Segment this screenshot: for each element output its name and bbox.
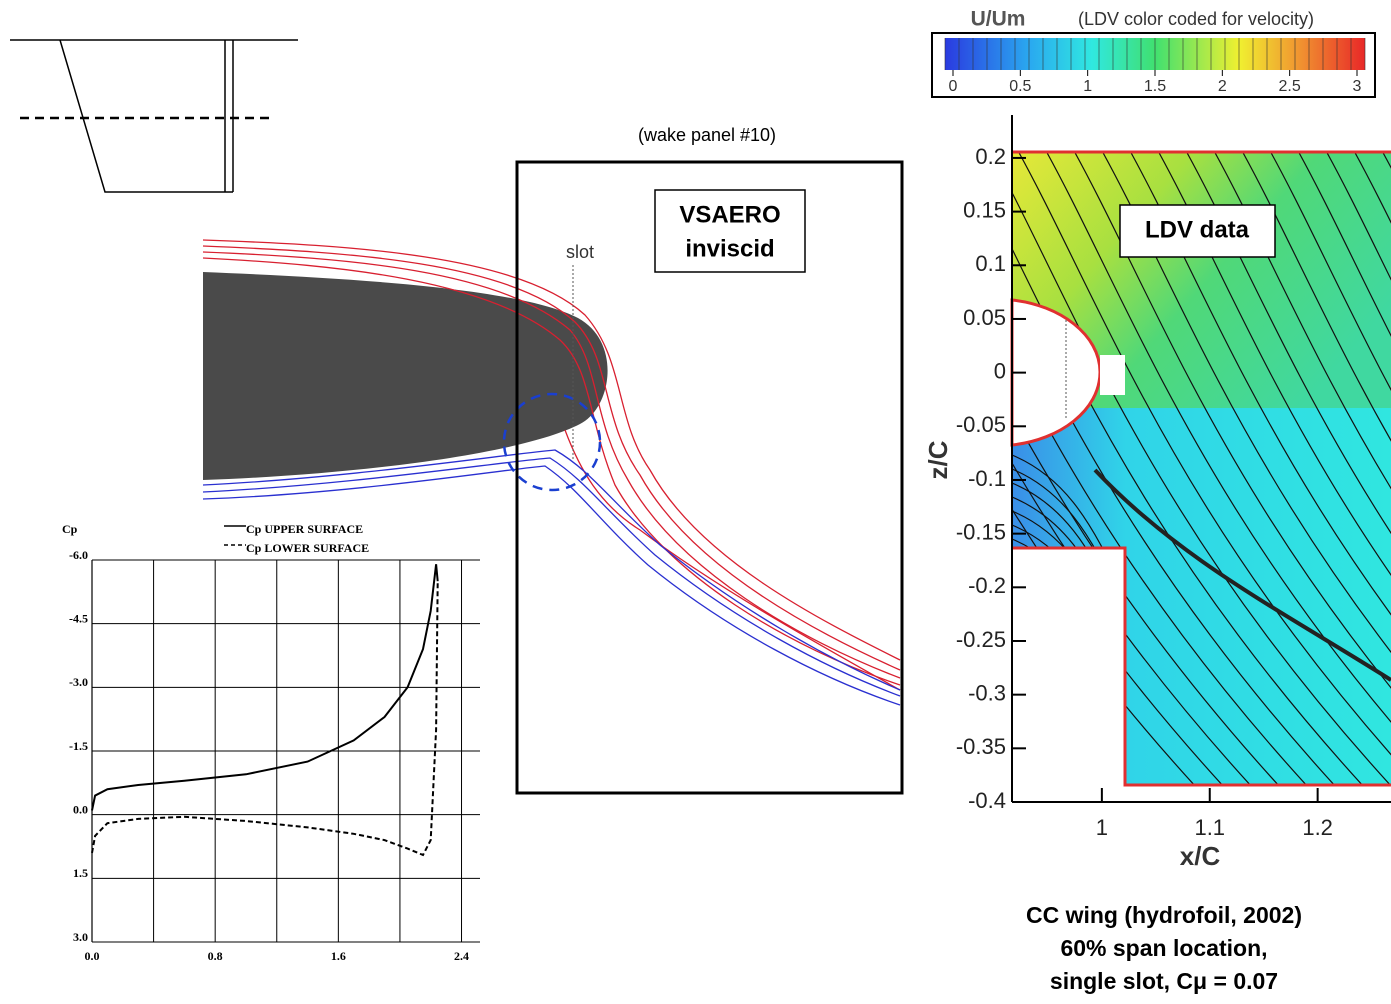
y-tick-label: -1.5 (69, 739, 88, 753)
y-tick-label: -6.0 (69, 548, 88, 562)
x-tick-label: 1.6 (331, 949, 346, 963)
colorbar-tick-label: 2 (1218, 78, 1227, 95)
streamlines-lower (202, 449, 901, 706)
wake-box (515, 160, 904, 795)
y-tick-label: 0.05 (963, 305, 1006, 330)
slot-highlight (502, 392, 602, 492)
colorbar-tick-label: 0.5 (1009, 78, 1031, 95)
colorbar-subtitle: (LDV color coded for velocity) (1078, 9, 1314, 29)
y-tick-label: -0.05 (956, 412, 1006, 437)
y-tick-label: -0.4 (968, 788, 1006, 813)
ldv-field: LDV data (1010, 150, 1391, 787)
colorbar-title: U/Um (971, 8, 1026, 31)
y-tick-label: 0.1 (975, 251, 1006, 276)
y-tick-label: 1.5 (73, 866, 88, 880)
colorbar-tick-label: 3 (1353, 78, 1362, 95)
y-tick-label: -0.2 (968, 573, 1006, 598)
caption: CC wing (hydrofoil, 2002) 60% span locat… (1026, 902, 1302, 994)
legend-label: Cp UPPER SURFACE (246, 522, 363, 536)
y-axis-label: z/C (923, 440, 953, 479)
y-tick-label: 3.0 (73, 930, 88, 944)
x-tick-label: 0.0 (85, 949, 100, 963)
colorbar-tick-label: 1 (1083, 78, 1092, 95)
y-tick-label: -0.15 (956, 519, 1006, 544)
caption-line: CC wing (hydrofoil, 2002) (1026, 902, 1302, 928)
vsaero-panel: (wake panel #10) VSAERO inviscid slot (202, 125, 904, 795)
cp-line (91, 581, 439, 857)
x-tick-label: 1 (1096, 815, 1108, 840)
y-tick-label: 0.0 (73, 802, 88, 816)
slot-label: slot (566, 242, 594, 262)
y-tick-label: -4.5 (69, 611, 88, 625)
x-axis-label: x/C (1180, 841, 1221, 871)
colorbar-tick-label: 0 (949, 78, 958, 95)
x-tick-label: 1.1 (1194, 815, 1225, 840)
label-box (654, 189, 806, 273)
planform-sketch (10, 39, 298, 193)
vsaero-label: inviscid (685, 235, 774, 262)
y-tick-label: 0.2 (975, 144, 1006, 169)
wake-panel-label: (wake panel #10) (638, 125, 776, 145)
x-tick-label: 0.8 (208, 949, 223, 963)
ldv-label: LDV data (1145, 216, 1250, 243)
x-tick-label: 2.4 (454, 949, 469, 963)
y-axis-label: Cp (62, 522, 78, 536)
y-tick-label: -3.0 (69, 675, 88, 689)
y-tick-label: -0.25 (956, 627, 1006, 652)
vsaero-label: VSAERO (679, 201, 780, 228)
colorbar-tick-label: 1.5 (1144, 78, 1166, 95)
x-tick-label: 1.2 (1302, 815, 1333, 840)
colorbar-tick-label: 2.5 (1279, 78, 1301, 95)
y-tick-label: 0 (994, 358, 1006, 383)
cp-line (91, 564, 439, 811)
caption-line: 60% span location, (1060, 935, 1267, 961)
streamlines-upper (202, 239, 901, 691)
y-tick-label: -0.1 (968, 466, 1006, 491)
y-tick-label: 0.15 (963, 197, 1006, 222)
legend-label: Cp LOWER SURFACE (246, 541, 369, 555)
y-tick-label: -0.35 (956, 734, 1006, 759)
caption-line: single slot, Cμ = 0.07 (1050, 968, 1278, 994)
airfoil (203, 272, 608, 480)
y-tick-label: -0.3 (968, 680, 1006, 705)
